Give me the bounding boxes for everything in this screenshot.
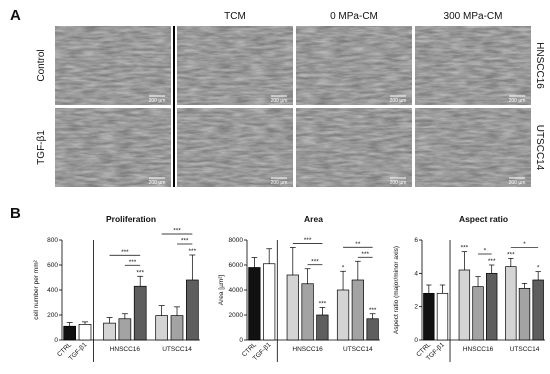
scale-bar-label: 200 µm	[390, 180, 407, 186]
bar	[63, 325, 76, 341]
micrograph	[296, 26, 412, 105]
scale-bar-label: 200 µm	[509, 98, 526, 104]
column-header: 0 MPa-CM	[330, 11, 378, 22]
significance: ***	[181, 238, 189, 245]
y-tick-label: 0	[239, 337, 243, 344]
bar	[170, 315, 184, 341]
y-tick-label: 600	[47, 262, 58, 269]
significance: ***	[173, 228, 181, 235]
micrograph	[177, 108, 293, 187]
y-tick-label: 0	[414, 337, 418, 344]
scale-bar-label: 200 µm	[149, 180, 166, 186]
bar	[436, 292, 449, 341]
group-label: HNSCC16	[292, 346, 323, 353]
y-tick-label: 6	[414, 237, 418, 244]
bar	[316, 314, 329, 341]
bar	[458, 269, 471, 341]
row-label: TGF-β1	[36, 130, 47, 165]
significance: ***	[304, 237, 312, 244]
significance: *	[537, 265, 540, 272]
significance: ***	[507, 251, 515, 258]
group-label: UTSCC14	[510, 346, 540, 353]
bar	[133, 285, 147, 341]
bar	[248, 267, 261, 341]
scale-bar-label: 200 µm	[509, 180, 526, 186]
bar	[286, 274, 299, 341]
y-tick-label: 400	[47, 287, 58, 294]
significance: ***	[311, 258, 319, 265]
y-tick-label: 800	[47, 237, 58, 244]
significance: ***	[361, 251, 369, 258]
chart-title: Area	[304, 214, 323, 224]
row-label: Control	[36, 49, 47, 81]
bar	[532, 279, 544, 341]
scale-bar-label: 200 µm	[390, 98, 407, 104]
significance: ***	[319, 301, 327, 308]
micrograph	[415, 26, 531, 105]
bar	[186, 279, 199, 341]
micrograph	[296, 108, 412, 187]
significance: ***	[461, 245, 469, 252]
significance: ***	[369, 307, 377, 314]
bar	[351, 279, 364, 341]
scale-bar-label: 200 µm	[271, 98, 288, 104]
micrograph	[55, 26, 171, 105]
significance: **	[355, 241, 361, 248]
column-header: TCM	[224, 11, 246, 22]
bar	[336, 289, 350, 341]
micrograph	[55, 108, 171, 187]
column-header: 300 MPa-CM	[444, 11, 503, 22]
chart-title: Proliferation	[106, 214, 156, 224]
group-label: UTSCC14	[343, 346, 373, 353]
significance: *	[342, 264, 345, 271]
bar	[423, 292, 435, 341]
significance: *	[523, 241, 526, 248]
y-tick-label: 4000	[229, 287, 244, 294]
row-label: HNSCC16	[534, 42, 545, 89]
panel-a: 200 µm 200 µm 200 µm 200 µm 200 µm 200 µm 200 …	[36, 11, 545, 187]
bar	[505, 266, 517, 341]
y-axis-label: Area [µm²]	[218, 275, 225, 306]
y-tick-label: 200	[47, 312, 58, 319]
y-axis-label: cell number per mm²	[33, 259, 40, 319]
bar	[103, 322, 116, 341]
y-tick-label: 2000	[229, 312, 244, 319]
bar	[78, 324, 92, 341]
y-tick-label: 6000	[229, 262, 244, 269]
y-axis-label: Aspect ratio (major/minor axis)	[393, 246, 400, 334]
significance: ***	[129, 259, 137, 266]
micrograph	[177, 26, 293, 105]
row-label: UTSCC14	[534, 125, 545, 171]
bar	[472, 286, 484, 341]
group-label: HNSCC16	[110, 346, 141, 353]
y-tick-label: 8000	[229, 237, 244, 244]
chart-title: Aspect ratio	[459, 214, 508, 224]
bar	[263, 263, 276, 341]
significance: ***	[136, 269, 144, 276]
significance: ***	[121, 249, 129, 256]
bar	[155, 315, 168, 341]
group-label: HNSCC16	[463, 346, 494, 353]
significance: *	[484, 248, 487, 255]
panel-label: A	[10, 7, 21, 24]
significance: ***	[488, 258, 496, 265]
bar	[366, 318, 379, 341]
y-tick-label: 4	[414, 270, 418, 277]
scale-bar-label: 200 µm	[271, 180, 288, 186]
scale-bar-label: 200 µm	[149, 98, 166, 104]
bar	[118, 318, 132, 341]
bar	[301, 283, 314, 341]
micrograph	[415, 108, 531, 187]
y-tick-label: 0	[54, 337, 58, 344]
group-label: UTSCC14	[162, 346, 192, 353]
bar	[486, 272, 498, 341]
panel-label: B	[10, 205, 21, 222]
y-tick-label: 2	[414, 304, 418, 311]
bar	[518, 287, 531, 341]
significance: ***	[189, 248, 197, 255]
